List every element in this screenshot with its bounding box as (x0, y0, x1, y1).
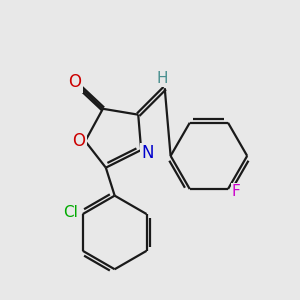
Text: N: N (141, 144, 154, 162)
Text: H: H (156, 71, 167, 86)
Text: F: F (232, 184, 241, 200)
Text: O: O (72, 132, 85, 150)
Text: O: O (68, 73, 81, 91)
Text: Cl: Cl (63, 205, 78, 220)
